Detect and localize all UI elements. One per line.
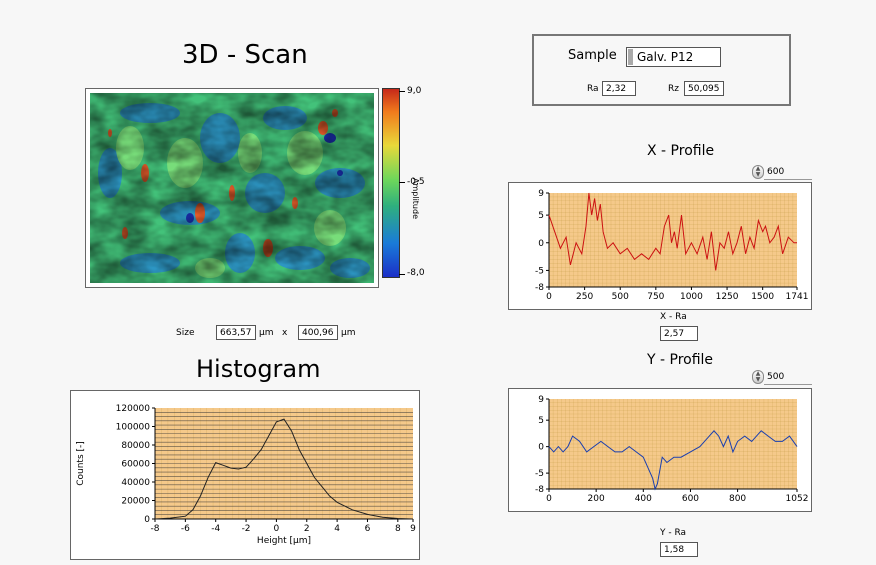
x-tick-label: 1052 [786, 494, 809, 504]
x-tick-label: -4 [211, 524, 220, 534]
x-tick-label: 750 [647, 292, 664, 302]
sample-label: Sample [568, 48, 617, 63]
x-axis-label: Height [µm] [257, 536, 311, 546]
x-tick-label: 600 [682, 494, 699, 504]
x-profile-frame: 0 250 500 750 1000 1250 1500 1741 9 5 0 -5 -8 [508, 182, 812, 310]
x-tick-label: -8 [151, 524, 160, 534]
y-tick-label: 100000 [116, 423, 151, 433]
x-tick-label: 1250 [716, 292, 739, 302]
x-tick-label: 1000 [680, 292, 703, 302]
y-profile-title: Y - Profile [647, 352, 714, 368]
y-tick-label: -8 [535, 485, 544, 495]
x-profile-chart: 0 250 500 750 1000 1250 1500 1741 9 5 0 -5 -8 [535, 189, 809, 302]
x-tick-label: 0 [546, 292, 552, 302]
colorbar-tick-mid [399, 182, 405, 183]
x-tick-label: 0 [546, 494, 552, 504]
x-tick-label: 250 [576, 292, 593, 302]
rz-indicator: 50,095 [684, 81, 724, 96]
y-tick-label: 5 [538, 416, 544, 426]
x-tick-label: -2 [242, 524, 251, 534]
colorbar-tick-bottom [399, 274, 405, 275]
series-line [154, 418, 414, 520]
scan-image-frame [85, 88, 379, 288]
y-tick-label: 80000 [121, 441, 150, 451]
y-axis-label: Counts [-] [76, 441, 86, 486]
x-profile-slider-value[interactable]: 600 [764, 165, 812, 180]
x-tick-label: 0 [274, 524, 280, 534]
size-x-indicator: 663,57 [216, 325, 256, 340]
colorbar-tick-top [399, 91, 405, 92]
y-tick-label: 0 [144, 515, 150, 525]
y-tick-label: 0 [538, 239, 544, 249]
x-tick-label: 1741 [786, 292, 809, 302]
x-tick-label: 6 [365, 524, 371, 534]
series-line [548, 192, 797, 271]
ra-indicator: 2,32 [602, 81, 636, 96]
x-tick-label: 400 [635, 494, 652, 504]
y-tick-label: 20000 [121, 497, 150, 507]
y-tick-label: 9 [538, 189, 544, 199]
y-tick-label: 5 [538, 211, 544, 221]
y-profile-slider-knob[interactable]: ▲ ▼ [752, 370, 764, 384]
y-ra-indicator: 1,58 [660, 542, 698, 557]
y-tick-label: 60000 [121, 460, 150, 470]
x-tick-label: 200 [588, 494, 605, 504]
colorbar-label-max: 9,0 [407, 86, 422, 96]
colorbar-label-mid: -0,5 [407, 177, 425, 187]
size-label: Size [176, 328, 195, 338]
y-tick-label: 0 [538, 443, 544, 453]
x-tick-label: 800 [729, 494, 746, 504]
x-tick-label: 9 [410, 524, 416, 534]
y-ra-label: Y - Ra [660, 528, 687, 538]
sample-value: Galv. P12 [637, 50, 694, 64]
y-profile-slider-value[interactable]: 500 [764, 370, 812, 385]
y-tick-label: -8 [535, 283, 544, 293]
size-x-unit: µm [259, 328, 274, 338]
rz-label: Rz [668, 84, 679, 94]
y-profile-chart: 0 200 400 600 800 1052 9 5 0 -5 -8 [535, 395, 809, 504]
y-tick-label: 40000 [121, 478, 150, 488]
x-tick-label: 4 [334, 524, 340, 534]
size-y-indicator: 400,96 [298, 325, 338, 340]
y-tick-label: 9 [538, 395, 544, 405]
scan-title: 3D - Scan [182, 40, 308, 70]
histogram-chart: -8 -6 -4 -2 0 2 4 6 8 9 120000 100000 80000 60000 4000… [76, 404, 416, 546]
size-times: x [282, 328, 288, 338]
y-profile-frame: 0 200 400 600 800 1052 9 5 0 -5 -8 [508, 388, 812, 512]
sample-value-field: Galv. P12 [626, 47, 721, 67]
x-ra-label: X - Ra [660, 312, 687, 322]
y-tick-label: 120000 [116, 404, 151, 414]
x-profile-slider-knob[interactable]: ▲ ▼ [752, 165, 764, 179]
y-tick-label: -5 [535, 266, 544, 276]
x-tick-label: 2 [304, 524, 310, 534]
ra-label: Ra [587, 84, 599, 94]
x-tick-label: 8 [395, 524, 401, 534]
colorbar [382, 88, 400, 278]
x-profile-title: X - Profile [647, 143, 715, 159]
x-tick-label: 1500 [751, 292, 774, 302]
size-y-unit: µm [341, 328, 356, 338]
series-line [548, 430, 798, 491]
sample-panel: Sample Galv. P12 Ra 2,32 Rz 50,095 [532, 34, 791, 106]
sample-field-marker [628, 49, 633, 65]
x-tick-label: 500 [612, 292, 629, 302]
scan-heatmap [90, 93, 374, 283]
colorbar-axis-label: Amplitude [411, 178, 420, 219]
x-tick-label: -6 [181, 524, 190, 534]
histogram-title: Histogram [196, 355, 321, 383]
colorbar-label-min: -8,0 [407, 268, 425, 278]
y-tick-label: -5 [535, 469, 544, 479]
histogram-frame: -8 -6 -4 -2 0 2 4 6 8 9 120000 100000 80000 60000 4000… [70, 390, 420, 560]
x-ra-indicator: 2,57 [660, 326, 698, 341]
